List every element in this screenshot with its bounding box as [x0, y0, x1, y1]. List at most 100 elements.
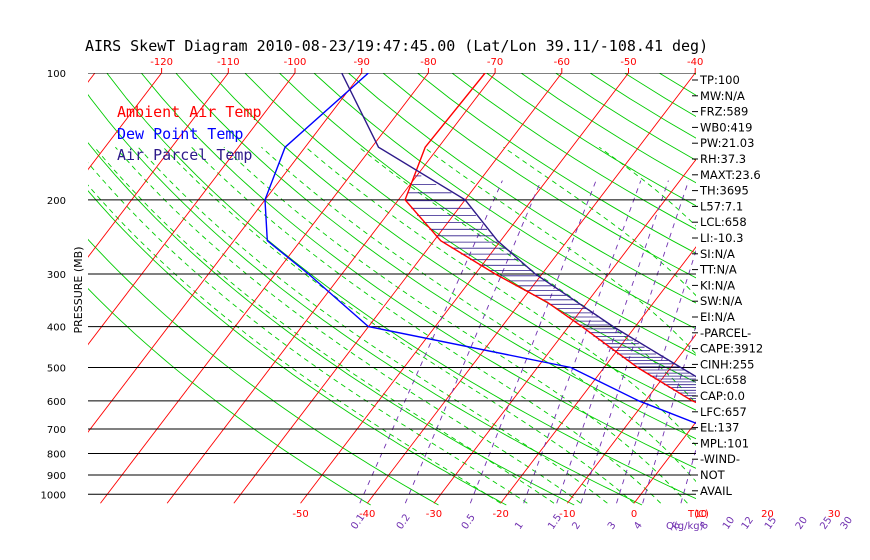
pressure-tick-label: 300 — [47, 270, 66, 281]
index-value: TH:3695 — [699, 184, 749, 198]
bottom-temp-tick-label: -50 — [292, 509, 308, 520]
isotherm — [88, 73, 296, 346]
bottom-temp-tick-label: 0 — [631, 509, 637, 520]
isotherm — [88, 73, 162, 171]
mixing-ratio-tick-label: 20 — [794, 515, 810, 532]
bottom-temp-tick-label: -40 — [359, 509, 375, 520]
isotherm — [633, 421, 696, 504]
mixing-ratio-line — [359, 180, 503, 504]
dry-adiabat — [763, 73, 870, 505]
parcel-line — [341, 73, 696, 378]
mixing-ratio-tick-label: 1 — [513, 520, 526, 532]
y-axis-label: PRESSURE (MB) — [72, 247, 85, 334]
index-value: -PARCEL- — [700, 326, 751, 340]
dry-adiabat — [140, 73, 696, 469]
pressure-tick-label: 1000 — [41, 490, 66, 501]
top-temp-tick-label: -90 — [354, 57, 370, 68]
bottom-temp-tick-label: 10 — [694, 509, 707, 520]
dry-adiabat — [175, 73, 696, 440]
moist-adiabat — [305, 146, 696, 447]
mixing-ratio-unit-label: Q(g/kg) — [666, 521, 704, 532]
index-value: LFC:657 — [700, 405, 747, 419]
top-temp-tick-label: -70 — [487, 57, 503, 68]
moist-adiabat — [261, 146, 696, 483]
index-value: SI:N/A — [700, 247, 735, 261]
index-value: WB0:419 — [700, 120, 752, 134]
isotherm — [233, 73, 563, 504]
chart-legend: Ambient Air Temp Dew Point Temp Air Parc… — [117, 103, 262, 164]
index-value: CAP:0.0 — [700, 389, 745, 403]
mixing-ratio-line — [774, 181, 848, 504]
bottom-temp-tick-label: -10 — [559, 509, 575, 520]
dry-adiabat — [348, 73, 696, 304]
top-temp-tick-label: -80 — [420, 57, 436, 68]
mixing-ratio-line — [469, 180, 597, 504]
legend-air-parcel-temp: Air Parcel Temp — [117, 146, 252, 164]
cape-hatching — [405, 175, 696, 402]
mixing-ratio-tick-label: 0.5 — [460, 512, 478, 531]
top-temp-tick-label: -40 — [687, 57, 703, 68]
legend-ambient-air-temp: Ambient Air Temp — [117, 103, 262, 121]
mixing-ratio-tick-label: 2 — [570, 520, 583, 532]
index-value: KI:N/A — [700, 278, 735, 292]
isotherm — [88, 73, 229, 258]
top-temp-tick-label: -120 — [150, 57, 173, 68]
dry-adiabat — [244, 73, 696, 383]
index-value: RH:37.3 — [700, 152, 746, 166]
mixing-ratio-line — [556, 180, 669, 504]
index-value: TT:N/A — [699, 263, 737, 277]
dry-adiabat — [382, 73, 696, 279]
index-value: LI:-10.3 — [700, 231, 743, 245]
index-value: SW:N/A — [700, 294, 742, 308]
mixing-ratio-line — [523, 180, 642, 504]
pressure-tick-label: 900 — [47, 471, 66, 482]
dry-adiabat — [832, 73, 870, 505]
mixing-ratio-line — [849, 181, 870, 504]
isotherm — [0, 73, 28, 503]
bottom-temp-tick-label: -20 — [492, 509, 508, 520]
isotherm — [767, 73, 870, 503]
mixing-ratio-tick-label: 0.2 — [395, 512, 413, 531]
index-value: MW:N/A — [700, 89, 745, 103]
index-value: LCL:658 — [700, 215, 747, 229]
mixing-ratio-tick-label: 10 — [721, 515, 737, 532]
index-value: MPL:101 — [700, 436, 749, 450]
mixing-ratio-tick-label: 12 — [740, 515, 756, 532]
pressure-tick-label: 100 — [47, 69, 66, 80]
dry-adiabat — [797, 73, 870, 505]
index-value: PW:21.03 — [700, 136, 754, 150]
top-temp-tick-label: -100 — [284, 57, 307, 68]
isotherm — [166, 73, 496, 504]
index-value: L57:7.1 — [700, 199, 743, 213]
dry-adiabat — [417, 73, 696, 254]
pressure-tick-label: 800 — [47, 449, 66, 460]
dry-adiabat — [866, 73, 870, 505]
index-value: LCL:658 — [700, 373, 747, 387]
bottom-temp-tick-label: 30 — [828, 509, 841, 520]
mixing-ratio-tick-label: 8 — [698, 520, 711, 532]
isotherm — [834, 73, 870, 503]
index-value: MAXT:23.6 — [700, 168, 761, 182]
mixing-ratio-line — [829, 181, 870, 504]
sounding-profiles — [264, 73, 696, 425]
top-temp-tick-label: -110 — [217, 57, 240, 68]
mixing-ratio-tick-label: 30 — [839, 515, 855, 532]
mixing-ratio-line — [580, 180, 690, 504]
index-value: EL:137 — [700, 421, 740, 435]
bottom-temp-tick-label: 20 — [761, 509, 774, 520]
isotherm — [433, 158, 696, 504]
moist-adiabat — [503, 146, 696, 297]
index-value: CAPE:3912 — [700, 342, 763, 356]
index-value: TP:100 — [699, 73, 740, 87]
dry-adiabat — [279, 73, 696, 356]
top-temp-tick-label: -50 — [620, 57, 636, 68]
moist-adiabat — [115, 146, 581, 504]
mixing-ratio-tick-label: 6 — [670, 520, 683, 532]
pressure-tick-label: 600 — [47, 397, 66, 408]
pressure-tick-label: 400 — [47, 323, 66, 334]
bottom-temp-tick-label: -30 — [426, 509, 442, 520]
isotherm — [300, 73, 629, 504]
dry-adiabat — [486, 73, 696, 207]
